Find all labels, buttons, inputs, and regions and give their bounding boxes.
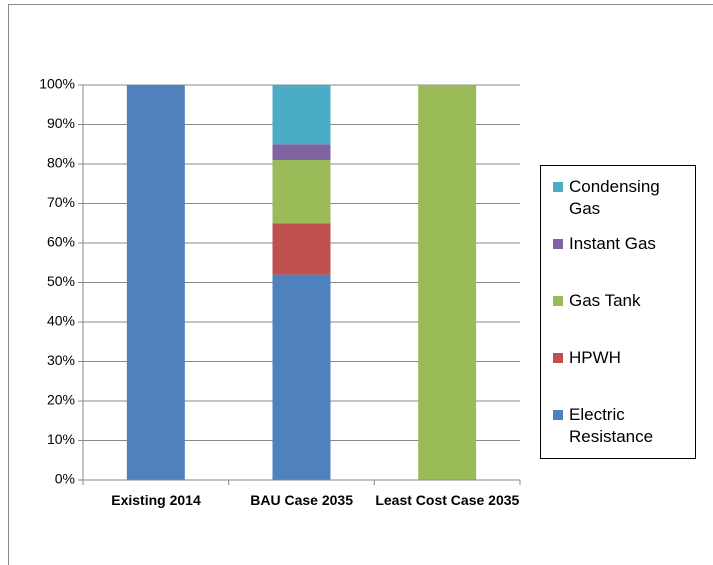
y-tick-label: 90% <box>47 115 75 131</box>
y-tick-label: 100% <box>39 76 75 92</box>
x-tick-label: BAU Case 2035 <box>250 492 354 508</box>
y-tick-label: 30% <box>47 352 75 368</box>
bar-segment <box>272 160 331 224</box>
x-tick-label: Least Cost Case 2035 <box>375 492 520 508</box>
legend-swatch <box>553 239 563 249</box>
legend-label: Gas Tank <box>569 291 641 310</box>
bar-segment <box>272 85 331 145</box>
bar-segment <box>272 223 331 275</box>
legend-swatch <box>553 353 563 363</box>
legend-label: HPWH <box>569 348 621 367</box>
y-tick-label: 50% <box>47 273 75 289</box>
legend: Condensing Gas Instant Gas Gas Tank HPWH Ele… <box>540 165 696 459</box>
legend-label: Electric Resistance <box>569 405 654 446</box>
bar-segment <box>272 274 331 480</box>
legend-swatch <box>553 296 563 306</box>
legend-swatch <box>553 182 563 192</box>
bar-segment <box>126 85 185 480</box>
y-tick-label: 70% <box>47 194 75 210</box>
y-tick-label: 60% <box>47 234 75 250</box>
bar-segment <box>418 85 477 480</box>
y-tick-label: 20% <box>47 392 75 408</box>
y-tick-label: 0% <box>55 471 75 487</box>
y-tick-label: 80% <box>47 155 75 171</box>
y-tick-label: 40% <box>47 313 75 329</box>
x-tick-label: Existing 2014 <box>111 492 201 508</box>
legend-label: Condensing Gas <box>569 177 660 218</box>
bar-segment <box>272 144 331 161</box>
legend-label: Instant Gas <box>569 234 656 253</box>
chart-frame <box>8 4 713 565</box>
y-tick-label: 10% <box>47 431 75 447</box>
legend-swatch <box>553 410 563 420</box>
